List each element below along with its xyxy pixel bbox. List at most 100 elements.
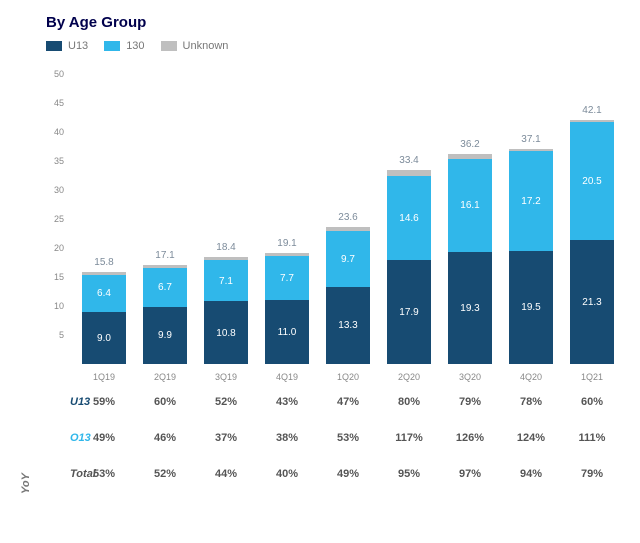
segment-value-label: 16.1	[448, 200, 492, 211]
table-cell: 97%	[448, 468, 492, 480]
table-cell: 94%	[509, 468, 553, 480]
bar: 11.0 7.7 19.1	[265, 74, 309, 364]
y-tick-label: 25	[42, 214, 64, 224]
segment-value-label: 21.3	[570, 297, 614, 308]
bar-segment-unknown	[570, 120, 614, 122]
segment-value-label: 11.0	[265, 327, 309, 338]
legend-item: U13	[46, 40, 88, 52]
table-cell: 49%	[82, 432, 126, 444]
segment-value-label: 9.7	[326, 254, 370, 265]
segment-value-label: 19.5	[509, 302, 553, 313]
y-tick-label: 20	[42, 243, 64, 253]
bar: 10.8 7.1 18.4	[204, 74, 248, 364]
segment-value-label: 19.3	[448, 303, 492, 314]
y-tick-label: 40	[42, 127, 64, 137]
bar-segment-unknown	[387, 170, 431, 175]
segment-value-label: 9.0	[82, 333, 126, 344]
plot-area: 51015202530354045509.06.415.81Q199.96.71…	[70, 74, 626, 364]
table-cell: 111%	[570, 432, 614, 444]
y-tick-label: 35	[42, 156, 64, 166]
bar-total-label: 19.1	[265, 238, 309, 249]
bar-segment-unknown	[82, 272, 126, 274]
bar-total-label: 42.1	[570, 105, 614, 116]
table-cell: 52%	[204, 396, 248, 408]
segment-value-label: 13.3	[326, 320, 370, 331]
bar-segment-unknown	[143, 265, 187, 268]
yoy-label: YoY	[20, 473, 32, 494]
table-cell: 124%	[509, 432, 553, 444]
x-category-label: 1Q21	[570, 372, 614, 382]
legend-item: Unknown	[161, 40, 229, 52]
table-cell: 80%	[387, 396, 431, 408]
table-cell: 49%	[326, 468, 370, 480]
x-category-label: 1Q20	[326, 372, 370, 382]
bar-total-label: 37.1	[509, 134, 553, 145]
segment-value-label: 17.9	[387, 307, 431, 318]
segment-value-label: 7.1	[204, 276, 248, 287]
table-cell: 53%	[326, 432, 370, 444]
bar: 21.3 20.5 42.1	[570, 74, 614, 364]
x-category-label: 4Q20	[509, 372, 553, 382]
table-cell: 43%	[265, 396, 309, 408]
legend-item: 130	[104, 40, 144, 52]
x-category-label: 3Q19	[204, 372, 248, 382]
table-cell: 60%	[570, 396, 614, 408]
table-cell: 44%	[204, 468, 248, 480]
bar-segment-unknown	[265, 253, 309, 255]
bar-total-label: 36.2	[448, 139, 492, 150]
y-tick-label: 5	[42, 330, 64, 340]
legend-label: U13	[68, 40, 88, 52]
bar: 19.5 17.2 37.1	[509, 74, 553, 364]
bar-total-label: 18.4	[204, 242, 248, 253]
segment-value-label: 9.9	[143, 330, 187, 341]
segment-value-label: 6.7	[143, 282, 187, 293]
legend-swatch	[104, 41, 120, 51]
chart-title: By Age Group	[46, 14, 146, 31]
bar: 19.3 16.1 36.2	[448, 74, 492, 364]
segment-value-label: 7.7	[265, 273, 309, 284]
segment-value-label: 10.8	[204, 328, 248, 339]
bar-total-label: 23.6	[326, 212, 370, 223]
segment-value-label: 14.6	[387, 213, 431, 224]
table-cell: 59%	[82, 396, 126, 408]
y-tick-label: 10	[42, 301, 64, 311]
y-tick-label: 30	[42, 185, 64, 195]
bar: 13.3 9.7 23.6	[326, 74, 370, 364]
x-category-label: 3Q20	[448, 372, 492, 382]
bar: 9.9 6.7 17.1	[143, 74, 187, 364]
segment-value-label: 17.2	[509, 196, 553, 207]
x-category-label: 2Q19	[143, 372, 187, 382]
legend-swatch	[161, 41, 177, 51]
y-tick-label: 50	[42, 69, 64, 79]
table-cell: 47%	[326, 396, 370, 408]
legend-swatch	[46, 41, 62, 51]
table-cell: 60%	[143, 396, 187, 408]
chart-container: By Age Group U13 130 Unknown 5 10 15 20 25 30 35…	[0, 0, 640, 543]
y-tick-label: 15	[42, 272, 64, 282]
yoy-table: U1359%60%52%43%47%80%79%78%60%O1349%46%3…	[20, 396, 626, 526]
x-category-label: 4Q19	[265, 372, 309, 382]
segment-value-label: 6.4	[82, 288, 126, 299]
bar-segment-unknown	[204, 257, 248, 260]
table-cell: 79%	[570, 468, 614, 480]
bar: 17.9 14.6 33.4	[387, 74, 431, 364]
table-cell: 37%	[204, 432, 248, 444]
segment-value-label: 20.5	[570, 176, 614, 187]
bar: 9.06.415.8	[82, 74, 126, 364]
table-cell: 95%	[387, 468, 431, 480]
x-category-label: 1Q19	[82, 372, 126, 382]
y-tick-label: 45	[42, 98, 64, 108]
bar-segment-unknown	[448, 154, 492, 159]
table-cell: 52%	[143, 468, 187, 480]
table-cell: 79%	[448, 396, 492, 408]
legend: U13 130 Unknown	[46, 40, 228, 52]
bar-total-label: 33.4	[387, 155, 431, 166]
table-cell: 38%	[265, 432, 309, 444]
x-category-label: 2Q20	[387, 372, 431, 382]
legend-label: Unknown	[183, 40, 229, 52]
table-cell: 40%	[265, 468, 309, 480]
table-cell: 46%	[143, 432, 187, 444]
bar-total-label: 17.1	[143, 250, 187, 261]
table-cell: 53%	[82, 468, 126, 480]
bar-segment-unknown	[509, 149, 553, 151]
